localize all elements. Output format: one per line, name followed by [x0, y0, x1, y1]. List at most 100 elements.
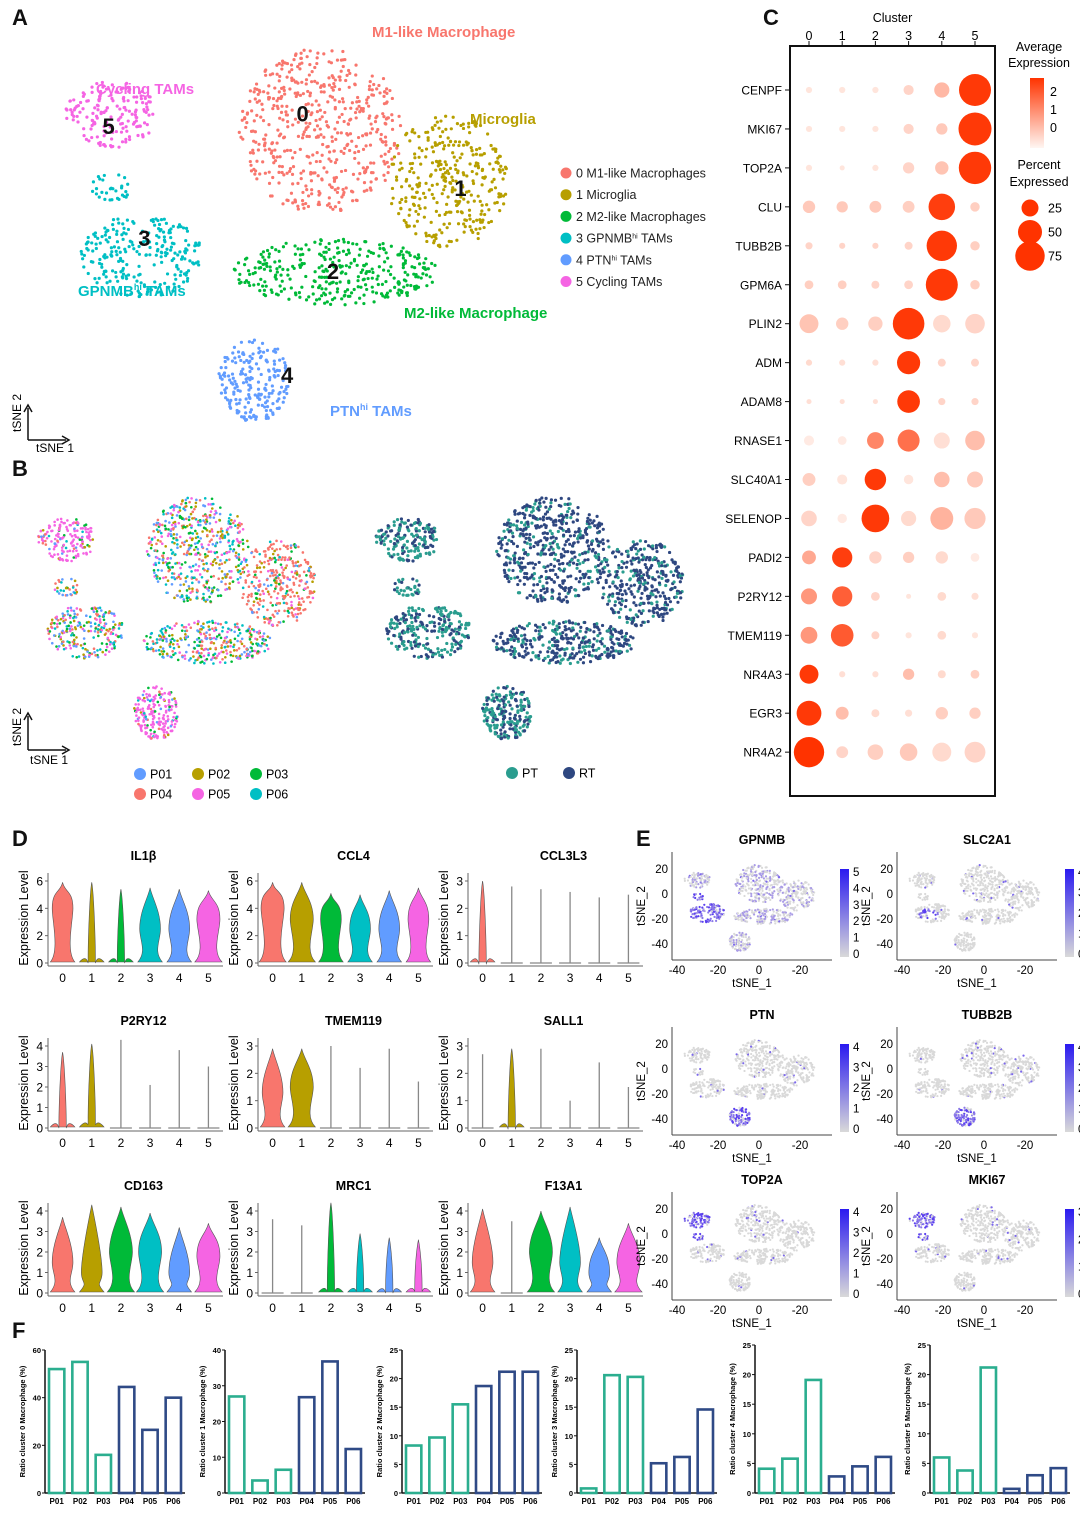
tsne-point — [275, 141, 279, 145]
tsne-point — [212, 574, 216, 578]
tsne-point — [270, 149, 274, 153]
tsne-point — [603, 650, 607, 654]
tsne-point — [248, 354, 252, 358]
tsne-point — [207, 503, 210, 506]
tsne-point — [566, 575, 570, 579]
tsne-point — [86, 527, 90, 531]
tsne-point — [88, 615, 92, 619]
tsne-point — [492, 177, 496, 181]
tsne-point — [47, 524, 51, 527]
tsne-point — [120, 112, 124, 116]
tsne-point — [511, 535, 515, 539]
tsne-point — [181, 655, 184, 659]
tsne-point — [404, 177, 409, 182]
tsne-point — [310, 80, 314, 84]
tsne-point — [264, 284, 268, 288]
tsne-point — [495, 200, 499, 205]
tsne-point — [147, 554, 151, 558]
tsne-point — [383, 121, 387, 125]
tsne-point — [280, 279, 284, 283]
tsne-point — [174, 562, 177, 565]
tsne-point — [313, 79, 317, 83]
tsne-point — [308, 94, 312, 98]
tsne-point — [215, 542, 218, 545]
tsne-point — [151, 640, 155, 643]
tsne-point — [562, 598, 566, 602]
tsne-point — [316, 202, 320, 207]
tsne-point — [448, 139, 453, 143]
tsne-point — [571, 626, 575, 630]
tsne-point — [196, 629, 199, 632]
tsne-point — [442, 222, 446, 226]
tsne-point — [290, 78, 294, 83]
tsne-point — [522, 655, 526, 659]
tsne-point — [196, 658, 199, 662]
tsne-point — [410, 161, 415, 166]
tsne-point — [418, 181, 422, 185]
tsne-point — [611, 654, 616, 658]
tsne-point — [348, 132, 353, 136]
tsne-point — [401, 253, 405, 257]
tsne-point — [386, 256, 390, 260]
tsne-point — [550, 650, 554, 654]
tsne-point — [104, 269, 108, 273]
tsne-point — [390, 157, 394, 161]
tsne-point — [237, 564, 240, 567]
tsne-point — [392, 155, 397, 159]
tsne-point — [278, 284, 282, 288]
tsne-point — [619, 579, 623, 583]
tsne-point — [153, 223, 157, 227]
tsne-point — [59, 635, 62, 639]
tsne-point — [419, 162, 423, 166]
tsne-point — [348, 294, 352, 298]
tsne-point — [271, 107, 275, 111]
tsne-point — [286, 614, 290, 618]
tsne-point — [323, 110, 327, 115]
tsne-point — [305, 134, 309, 138]
tsne-point — [265, 644, 269, 647]
tsne-point — [165, 251, 169, 256]
tsne-point — [632, 595, 636, 599]
tsne-point — [50, 540, 53, 543]
tsne-point — [172, 242, 176, 246]
tsne-point — [608, 593, 612, 597]
tsne-point — [273, 347, 277, 351]
tsne-point — [364, 262, 368, 266]
tsne-point — [136, 133, 140, 138]
tsne-point — [440, 231, 444, 235]
tsne-point — [305, 188, 309, 192]
tsne-point — [454, 167, 458, 171]
tsne-point — [256, 148, 261, 152]
tsne-point — [86, 235, 90, 240]
tsne-point — [88, 653, 91, 657]
tsne-point — [133, 110, 138, 114]
tsne-point — [282, 396, 286, 400]
tsne-point — [79, 100, 83, 105]
tsne-point — [569, 585, 573, 590]
tsne-point — [620, 635, 624, 639]
tsne-point — [231, 580, 235, 583]
tsne-point — [155, 638, 159, 641]
tsne-point — [548, 568, 553, 572]
tsne-point — [563, 624, 567, 629]
legend-swatch — [560, 189, 572, 201]
tsne-point — [168, 645, 172, 649]
tsne-point — [71, 549, 75, 553]
tsne-point — [233, 379, 237, 383]
tsne-point — [121, 266, 125, 271]
tsne-point — [197, 243, 201, 247]
tsne-point — [175, 538, 179, 542]
tsne-point — [599, 562, 603, 566]
tsne-point — [75, 518, 78, 521]
legend-label: P04 — [150, 788, 172, 802]
tsne-point — [355, 107, 359, 111]
tsne-point — [377, 254, 381, 258]
tsne-point — [548, 542, 552, 546]
tsne-point — [69, 532, 72, 536]
tsne-point — [535, 597, 540, 602]
tsne-point — [235, 402, 239, 406]
tsne-point — [158, 653, 162, 656]
tsne-point — [310, 192, 314, 196]
tsne-point — [510, 629, 514, 633]
tsne-point — [438, 141, 442, 146]
